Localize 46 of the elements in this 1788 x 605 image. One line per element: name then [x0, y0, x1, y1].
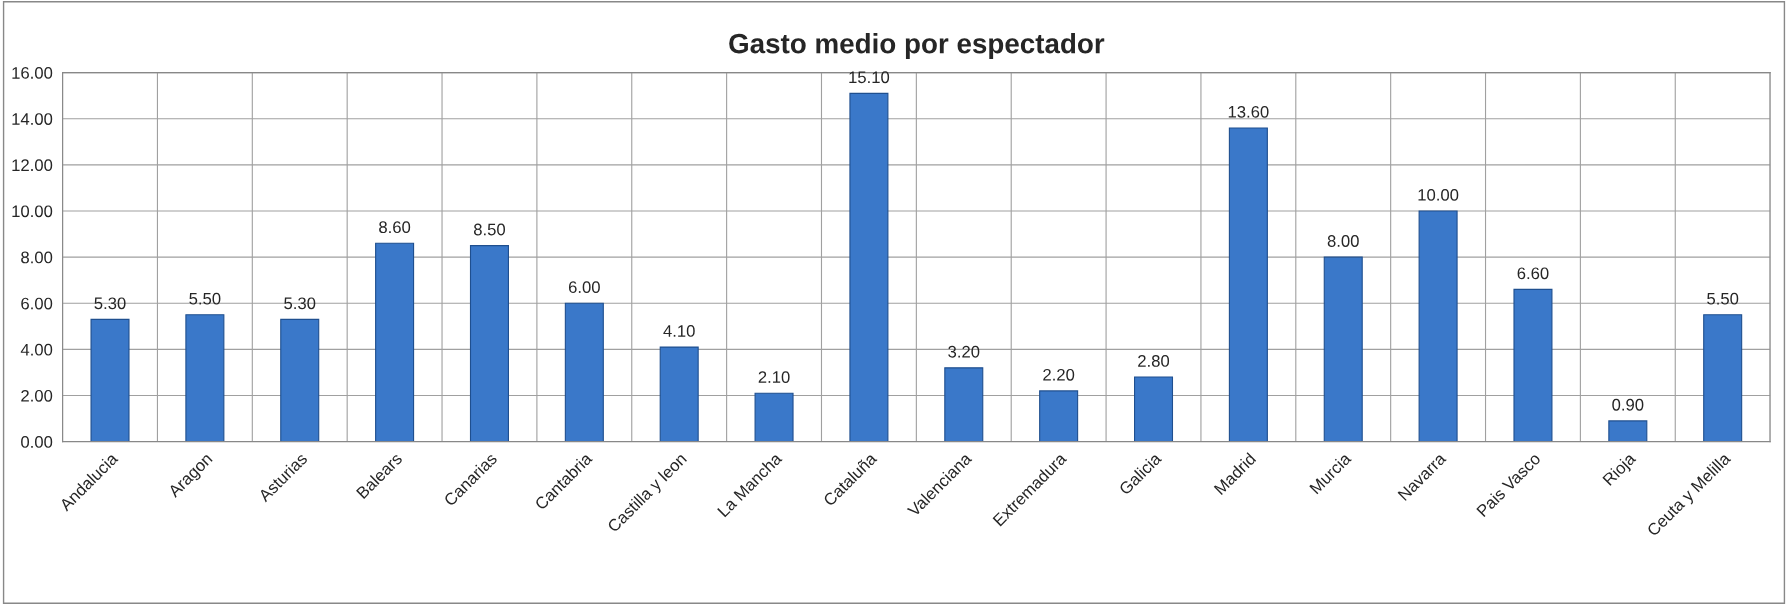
bar [1039, 390, 1079, 442]
bar [375, 242, 415, 442]
bar [754, 392, 794, 442]
y-tick-label: 0.00 [21, 436, 53, 448]
y-tick-label: 8.00 [21, 251, 53, 264]
bar [280, 318, 320, 442]
bar [1513, 288, 1553, 442]
bar [849, 92, 889, 442]
chart-title: Gasto medio por espectador [729, 33, 1105, 59]
data-label: 8.60 [379, 221, 411, 234]
y-tick-label: 4.00 [20, 343, 53, 356]
bar [944, 367, 984, 442]
bar [564, 302, 604, 442]
data-label: 0.90 [1612, 398, 1644, 411]
data-label: 8.50 [473, 223, 506, 236]
y-tick-label: 10.00 [12, 205, 53, 218]
data-label: 5.30 [94, 297, 126, 310]
y-tick-label: 2.00 [21, 389, 53, 402]
bar [1323, 256, 1363, 442]
bar [185, 314, 225, 442]
y-tick-label: 14.00 [12, 113, 53, 125]
bar [469, 245, 509, 442]
data-label: 2.80 [1138, 355, 1170, 367]
y-tick-label: 16.00 [12, 67, 53, 79]
bar [90, 318, 130, 442]
data-label: 13.60 [1228, 105, 1269, 118]
bar [1608, 420, 1648, 442]
data-label: 4.10 [663, 325, 695, 337]
data-label: 8.00 [1327, 235, 1359, 247]
data-label: 6.60 [1517, 267, 1549, 280]
y-tick-label: 6.00 [21, 297, 53, 310]
bar [659, 346, 699, 442]
data-label: 5.30 [284, 297, 316, 310]
data-label: 5.50 [189, 292, 221, 305]
data-label: 5.50 [1707, 292, 1739, 305]
data-label: 6.00 [568, 281, 600, 294]
data-label: 2.10 [758, 371, 790, 383]
bar [1228, 127, 1268, 442]
data-label: 2.20 [1043, 368, 1075, 381]
bar [1703, 314, 1743, 442]
bar [1418, 210, 1458, 442]
data-label: 15.10 [849, 71, 890, 84]
data-label: 10.00 [1418, 188, 1459, 201]
y-tick-label: 12.00 [12, 159, 53, 172]
bar [1133, 376, 1174, 442]
data-label: 3.20 [948, 345, 980, 358]
